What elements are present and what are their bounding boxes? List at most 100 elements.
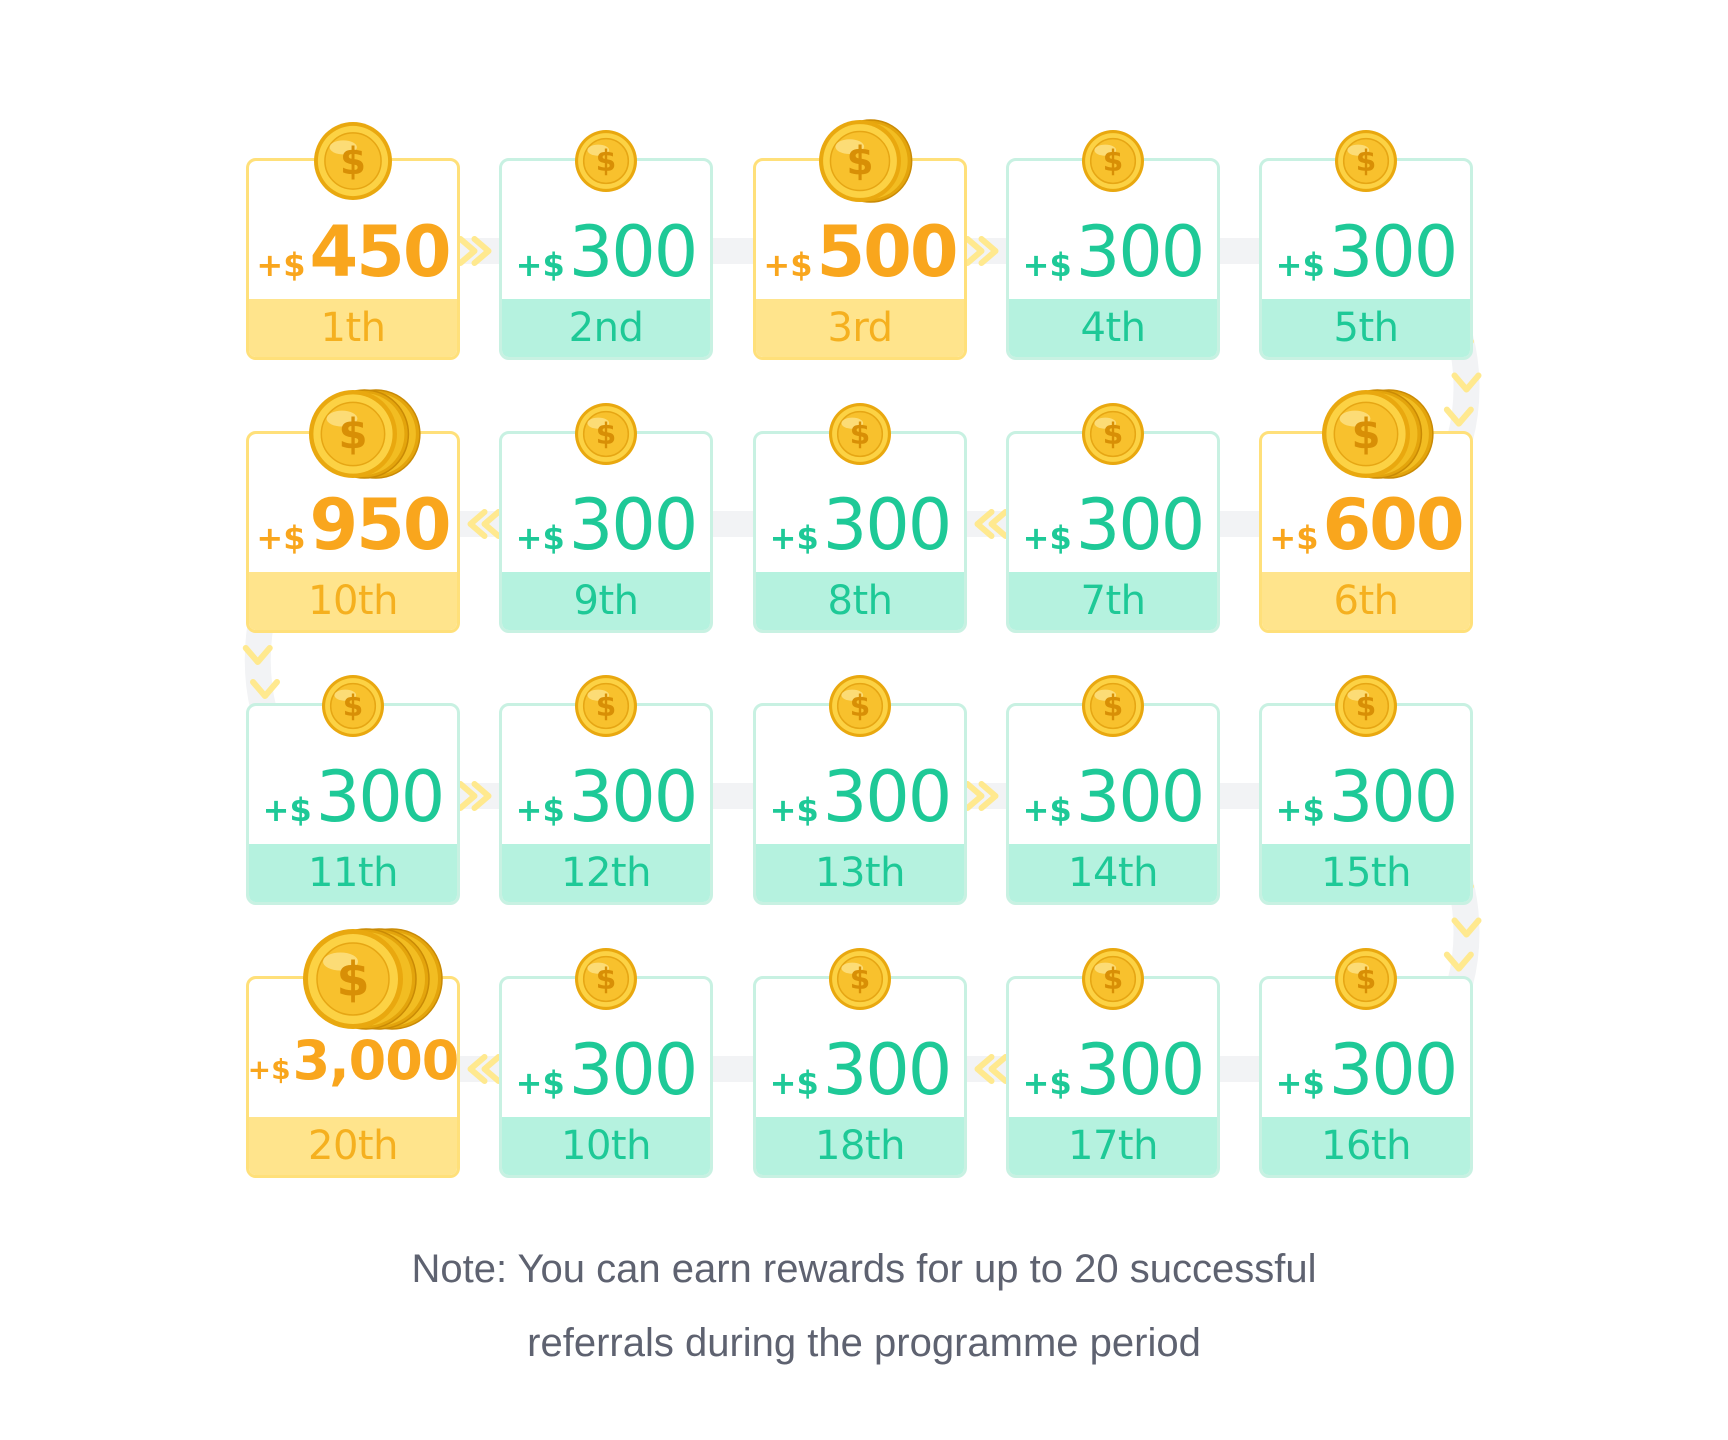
reward-amount: +$ 300 (502, 756, 710, 838)
chevron-arrow-icon (1451, 372, 1482, 393)
reward-value: 300 (1075, 1029, 1206, 1111)
reward-value: 300 (1075, 211, 1206, 293)
reward-amount: +$ 300 (249, 756, 457, 838)
referral-rank: 10th (249, 572, 457, 630)
currency-prefix: +$ (1022, 1064, 1072, 1102)
reward-card-5: +$ 300 5th $ (1259, 130, 1473, 360)
reward-amount: +$ 300 (1262, 211, 1470, 293)
chevron-arrow-icon (974, 1054, 995, 1084)
currency-prefix: +$ (515, 246, 565, 284)
referral-rank: 20th (249, 1117, 457, 1175)
reward-card-8: +$ 300 8th $ (753, 403, 967, 633)
reward-card-9: +$ 300 9th $ (499, 403, 713, 633)
reward-card-6: +$ 600 6th $ (1259, 389, 1473, 633)
chevron-arrow-icon (978, 781, 999, 811)
chevron-arrow-icon (964, 236, 985, 266)
footnote: Note: You can earn rewards for up to 20 … (214, 1232, 1514, 1380)
reward-value: 300 (822, 1029, 953, 1111)
reward-value: 300 (315, 756, 446, 838)
referral-rank: 6th (1262, 572, 1470, 630)
reward-card-3: +$ 500 3rd $ (753, 119, 967, 360)
chevron-arrow-icon (242, 645, 273, 665)
reward-card-13: +$ 300 13th $ (753, 675, 967, 905)
referral-rank: 2nd (502, 299, 710, 357)
referral-rank: 9th (502, 572, 710, 630)
currency-prefix: +$ (763, 246, 813, 284)
reward-amount: +$ 300 (1009, 1029, 1217, 1111)
currency-prefix: +$ (247, 1053, 291, 1086)
reward-value: 300 (1328, 1029, 1459, 1111)
currency-prefix: +$ (1022, 246, 1072, 284)
currency-prefix: +$ (1022, 791, 1072, 829)
footnote-line-1: Note: You can earn rewards for up to 20 … (411, 1247, 1317, 1291)
chevron-arrow-icon (471, 236, 492, 266)
referral-rank: 8th (756, 572, 964, 630)
referral-rank: 13th (756, 844, 964, 902)
referral-rank: 10th (502, 1117, 710, 1175)
currency-prefix: +$ (1275, 791, 1325, 829)
currency-prefix: +$ (1022, 519, 1072, 557)
currency-prefix: +$ (1275, 246, 1325, 284)
reward-amount: +$ 950 (249, 484, 457, 566)
currency-prefix: +$ (769, 1064, 819, 1102)
reward-value: 950 (309, 484, 451, 566)
reward-amount: +$ 300 (502, 1029, 710, 1111)
currency-prefix: +$ (256, 519, 306, 557)
referral-rank: 16th (1262, 1117, 1470, 1175)
referral-rank: 17th (1009, 1117, 1217, 1175)
reward-value: 300 (568, 756, 699, 838)
currency-prefix: +$ (769, 791, 819, 829)
chevron-arrow-icon (467, 1054, 488, 1084)
chevron-arrow-icon (457, 781, 478, 811)
reward-card-14: +$ 300 14th $ (1006, 675, 1220, 905)
referral-rank: 1th (249, 299, 457, 357)
referral-rank: 4th (1009, 299, 1217, 357)
referral-rank: 15th (1262, 844, 1470, 902)
chevron-arrow-icon (1443, 406, 1474, 427)
reward-amount: +$ 500 (756, 211, 964, 293)
reward-amount: +$ 300 (1262, 1029, 1470, 1111)
referral-rank: 7th (1009, 572, 1217, 630)
reward-value: 3,000 (292, 1029, 460, 1092)
chevron-arrow-icon (457, 236, 478, 266)
chevron-arrow-icon (471, 781, 492, 811)
reward-amount: +$ 300 (1009, 211, 1217, 293)
chevron-arrow-icon (250, 679, 281, 699)
reward-value: 300 (1075, 756, 1206, 838)
reward-card-7: +$ 300 7th $ (1006, 403, 1220, 633)
referral-rank: 14th (1009, 844, 1217, 902)
currency-prefix: +$ (515, 519, 565, 557)
reward-amount: +$ 300 (502, 211, 710, 293)
reward-value: 300 (1328, 211, 1459, 293)
chevron-arrow-icon (481, 509, 502, 539)
reward-value: 300 (1075, 484, 1206, 566)
currency-prefix: +$ (1269, 519, 1319, 557)
chevron-arrow-icon (988, 1054, 1009, 1084)
currency-prefix: +$ (262, 791, 312, 829)
currency-prefix: +$ (256, 246, 306, 284)
referral-rank: 5th (1262, 299, 1470, 357)
reward-card-18: +$ 300 18th $ (753, 948, 967, 1178)
reward-amount: +$ 300 (756, 484, 964, 566)
reward-value: 300 (568, 1029, 699, 1111)
referral-rank: 11th (249, 844, 457, 902)
reward-card-2: +$ 300 2nd $ (499, 130, 713, 360)
reward-value: 600 (1322, 484, 1464, 566)
chevron-arrow-icon (1451, 917, 1482, 938)
reward-value: 300 (1328, 756, 1459, 838)
referral-rank: 3rd (756, 299, 964, 357)
reward-card-1: +$ 450 1th $ (246, 122, 460, 360)
chevron-arrow-icon (978, 236, 999, 266)
reward-card-10: +$ 950 10th $ (246, 389, 460, 633)
currency-prefix: +$ (1275, 1064, 1325, 1102)
chevron-arrow-icon (467, 509, 488, 539)
chevron-arrow-icon (1443, 951, 1474, 972)
reward-card-11: +$ 300 11th $ (246, 675, 460, 905)
reward-amount: +$ 300 (756, 756, 964, 838)
reward-amount: +$ 450 (249, 211, 457, 293)
reward-card-15: +$ 300 15th $ (1259, 675, 1473, 905)
reward-card-4: +$ 300 4th $ (1006, 130, 1220, 360)
currency-prefix: +$ (769, 519, 819, 557)
chevron-arrow-icon (974, 509, 995, 539)
reward-card-17: +$ 300 17th $ (1006, 948, 1220, 1178)
